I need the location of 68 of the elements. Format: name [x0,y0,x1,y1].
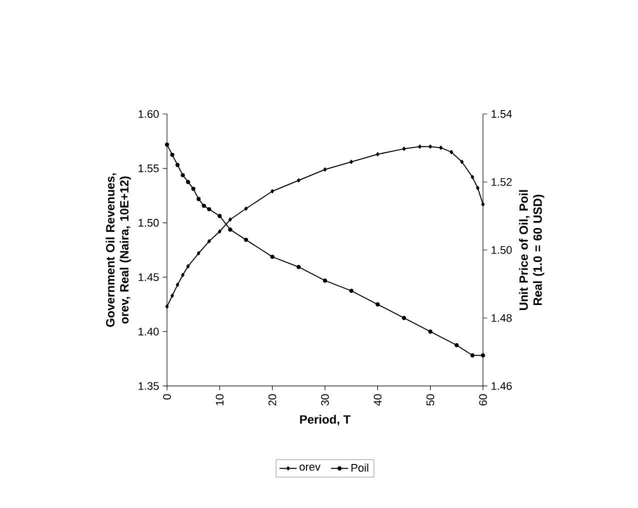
point [349,288,354,293]
point [460,160,464,164]
y2-tick-label: 1.50 [492,246,512,254]
point [270,189,274,194]
point [186,180,190,184]
y-tick-label: 1.35 [138,382,159,390]
y2-axis-title: Unit Price of Oil, Poil Real (1.0 = 60 USD) [519,190,544,310]
point [196,251,200,256]
point [176,282,180,287]
y2-tick-label: 1.46 [492,382,512,390]
point [202,204,206,208]
point [244,238,248,242]
y-tick-label: 1.60 [138,110,159,118]
point [228,217,232,222]
point [428,329,432,334]
x-tick-label: 40 [374,394,382,406]
point [296,264,301,270]
point [476,186,480,190]
y2-tick-label: 1.48 [492,314,512,322]
y-tick-label: 1.55 [138,164,159,172]
point [439,146,443,150]
point [428,144,432,149]
point [480,353,486,358]
point [165,304,169,309]
legend-label: orev [300,464,320,471]
point [207,207,212,212]
x-tick-label: 10 [216,394,224,406]
point [244,206,248,211]
x-tick-label: 0 [163,394,171,400]
y-tick-label: 1.45 [138,273,159,282]
x-axis-title: Period, T [300,414,351,426]
point [470,353,475,358]
point [402,146,406,151]
point [218,229,222,234]
point [164,142,170,147]
point [454,343,459,348]
point [350,160,354,164]
point [323,167,327,172]
legend-label: Poil [352,464,368,472]
y-tick-label: 1.40 [138,328,159,336]
point [470,174,474,180]
point [270,254,274,259]
point [402,316,406,320]
point [228,227,232,232]
point [191,186,196,191]
y2-tick-label: 1.52 [492,178,512,186]
point [180,173,185,178]
x-tick-label: 30 [321,394,329,406]
point [207,239,211,244]
y2-tick-label: 1.54 [492,110,512,118]
point [218,214,222,218]
x-tick-label: 60 [479,394,487,406]
point [376,302,380,306]
point [376,152,380,156]
point [322,278,328,283]
y-axis-title: Government Oil Revenues, orev, Real (Naira, 10E+12) [106,173,131,327]
y-tick-label: 1.50 [138,218,159,227]
point [296,178,300,182]
x-tick-label: 20 [268,394,276,406]
point [418,144,422,149]
point [196,196,201,202]
point [170,294,174,298]
point [181,272,184,278]
point [175,162,180,168]
point [170,152,174,157]
point [450,150,454,154]
point [186,264,190,268]
x-tick-label: 50 [426,394,434,406]
